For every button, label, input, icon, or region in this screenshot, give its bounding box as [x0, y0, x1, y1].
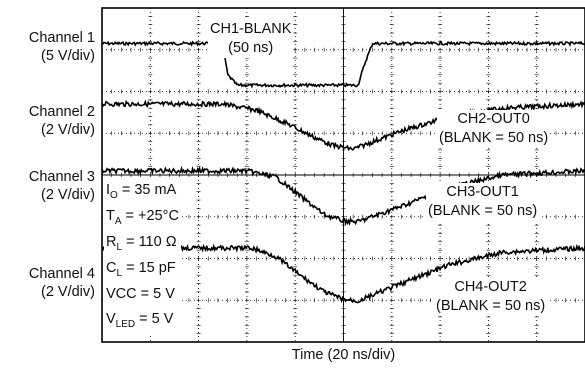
channel-1-label: Channel 1 (5 V/div) — [28, 30, 95, 64]
ch1-trace-label: CH1-BLANK (50 ns) — [208, 20, 294, 58]
trace-ch2-out0 — [101, 99, 585, 152]
channel-4-label: Channel 4 (2 V/div) — [28, 266, 95, 300]
plot-frame — [101, 7, 585, 343]
condition-rl: RL = 110 Ω — [106, 233, 177, 253]
condition-vcc: VCC = 5 V — [106, 285, 175, 302]
trace-ch1-blank — [101, 40, 585, 89]
condition-vled: VLED = 5 V — [106, 311, 174, 331]
x-axis-label: Time (20 ns/div) — [291, 347, 396, 363]
trace-ch3-out1 — [101, 165, 585, 227]
channel-3-label: Channel 3 (2 V/div) — [28, 169, 95, 203]
test-conditions: IO = 35 mA TA = +25°C RL = 110 Ω CL = 15… — [104, 180, 181, 336]
condition-io: IO = 35 mA — [106, 182, 177, 201]
ch2-trace-label: CH2-OUT0 (BLANK = 50 ns) — [437, 110, 551, 148]
condition-cl: CL = 15 pF — [106, 259, 176, 279]
ch4-trace-label: CH4-OUT2 (BLANK = 50 ns) — [434, 278, 548, 316]
ch3-trace-label: CH3-OUT1 (BLANK = 50 ns) — [426, 183, 540, 221]
condition-ta: TA = +25°C — [106, 207, 179, 227]
trace-ch4-out2 — [101, 243, 585, 304]
channel-2-label: Channel 2 (2 V/div) — [28, 104, 95, 138]
